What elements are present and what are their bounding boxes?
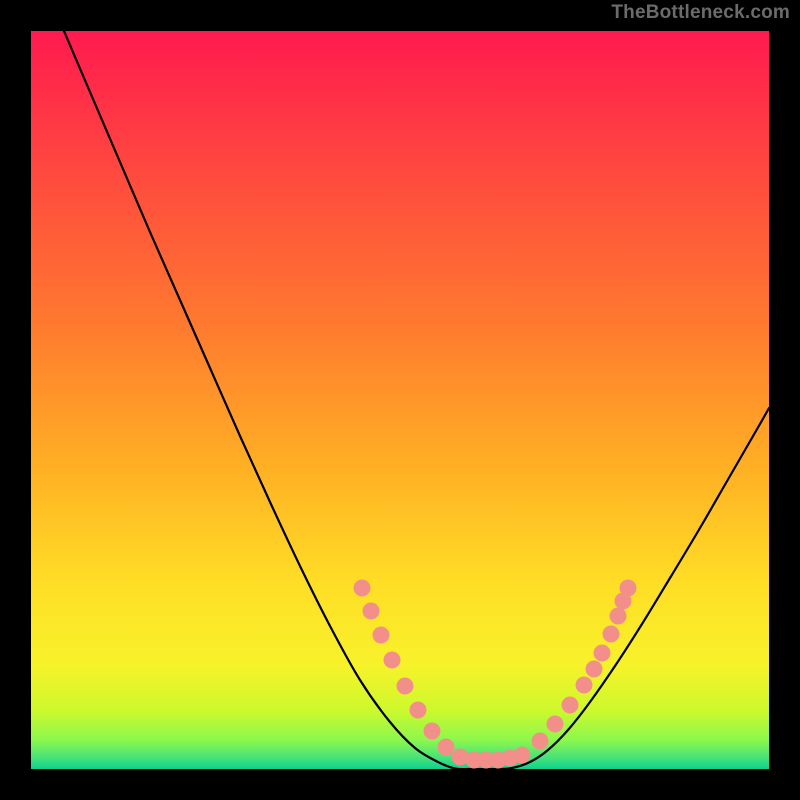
data-marker [562, 697, 579, 714]
data-marker [410, 702, 427, 719]
data-marker [363, 603, 380, 620]
data-marker [576, 677, 593, 694]
data-marker [610, 608, 627, 625]
data-marker [514, 747, 531, 764]
data-marker [586, 661, 603, 678]
data-marker [438, 739, 455, 756]
data-marker [547, 716, 564, 733]
chart-stage: TheBottleneck.com [0, 0, 800, 800]
data-markers [354, 580, 637, 769]
data-marker [373, 627, 390, 644]
data-marker [594, 645, 611, 662]
data-marker [603, 626, 620, 643]
data-marker [620, 580, 637, 597]
data-marker [384, 652, 401, 669]
chart-overlay [0, 0, 800, 800]
bottleneck-curve [64, 31, 769, 769]
data-marker [354, 580, 371, 597]
data-marker [532, 733, 549, 750]
data-marker [397, 678, 414, 695]
watermark-text: TheBottleneck.com [611, 2, 790, 24]
data-marker [424, 723, 441, 740]
data-marker [452, 749, 469, 766]
